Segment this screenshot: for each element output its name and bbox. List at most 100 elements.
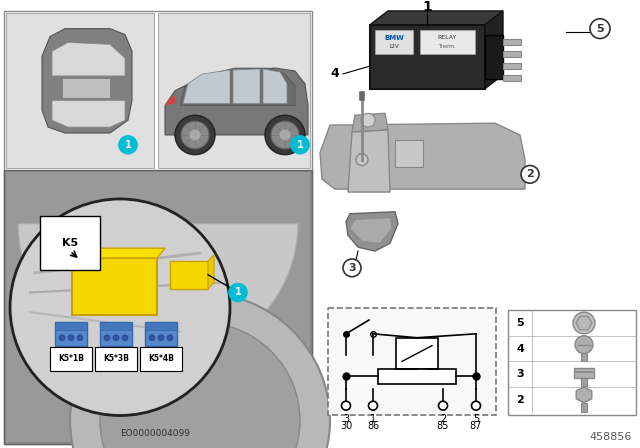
Circle shape	[158, 335, 164, 340]
Bar	[485, 34, 503, 79]
Bar	[396, 338, 438, 369]
Polygon shape	[72, 248, 165, 258]
Text: 3: 3	[343, 414, 349, 423]
Text: 3: 3	[516, 369, 524, 379]
Text: 85: 85	[437, 422, 449, 431]
Circle shape	[361, 113, 375, 127]
Bar	[100, 322, 132, 345]
Text: 3: 3	[348, 263, 356, 273]
Text: 1: 1	[125, 140, 131, 150]
Text: K5*1B: K5*1B	[58, 354, 84, 363]
Text: 30: 30	[340, 422, 352, 431]
Bar	[170, 261, 208, 289]
Circle shape	[68, 335, 74, 340]
Polygon shape	[208, 255, 214, 289]
Bar	[72, 258, 157, 315]
Circle shape	[175, 115, 215, 155]
Bar	[503, 52, 521, 57]
Bar	[370, 25, 485, 89]
Text: 458856: 458856	[589, 432, 632, 442]
Circle shape	[291, 136, 309, 154]
Bar	[6, 172, 310, 442]
Text: K5*4B: K5*4B	[148, 354, 174, 363]
Text: 5: 5	[516, 318, 524, 328]
Text: K5*3B: K5*3B	[103, 354, 129, 363]
Text: 12V: 12V	[388, 44, 399, 49]
Bar	[100, 322, 132, 330]
Text: EO0000004099: EO0000004099	[120, 429, 190, 438]
Circle shape	[265, 115, 305, 155]
Text: 4: 4	[516, 344, 524, 353]
Text: 1: 1	[422, 0, 432, 14]
Bar	[316, 7, 640, 448]
Polygon shape	[263, 69, 287, 103]
Polygon shape	[42, 29, 132, 133]
Circle shape	[181, 121, 209, 149]
Bar	[158, 13, 310, 168]
Circle shape	[271, 121, 299, 149]
Bar	[581, 403, 587, 412]
Circle shape	[590, 19, 610, 39]
Circle shape	[575, 336, 593, 353]
Bar	[4, 170, 312, 444]
Circle shape	[119, 136, 137, 154]
Text: 5: 5	[473, 414, 479, 423]
Polygon shape	[576, 387, 592, 403]
Bar	[328, 308, 496, 414]
Text: 4: 4	[331, 68, 339, 81]
Bar	[375, 30, 413, 54]
Bar	[581, 378, 587, 386]
Circle shape	[578, 317, 590, 329]
Text: 2: 2	[516, 395, 524, 405]
Circle shape	[100, 322, 300, 448]
Text: 1: 1	[235, 288, 241, 297]
Text: 1: 1	[370, 414, 376, 423]
Text: 2: 2	[440, 414, 446, 423]
Polygon shape	[348, 130, 390, 192]
Bar	[55, 322, 87, 345]
Circle shape	[149, 335, 155, 340]
Circle shape	[77, 335, 83, 340]
Polygon shape	[52, 100, 125, 127]
Bar	[6, 13, 154, 168]
Circle shape	[122, 335, 128, 340]
Circle shape	[104, 335, 110, 340]
Bar	[503, 63, 521, 69]
Polygon shape	[350, 218, 392, 243]
Bar	[395, 140, 423, 168]
Bar	[378, 369, 456, 384]
Bar	[508, 310, 636, 414]
Polygon shape	[485, 11, 503, 89]
Bar	[145, 322, 177, 330]
Bar	[574, 368, 594, 378]
Polygon shape	[320, 123, 525, 189]
Polygon shape	[352, 113, 388, 132]
Bar	[4, 11, 312, 444]
Polygon shape	[165, 68, 308, 135]
Polygon shape	[165, 95, 175, 105]
Bar	[420, 30, 475, 54]
Polygon shape	[183, 70, 230, 103]
Text: 2: 2	[526, 169, 534, 179]
Circle shape	[573, 312, 595, 334]
Circle shape	[342, 401, 351, 410]
Text: Therm.: Therm.	[438, 44, 456, 49]
Text: 86: 86	[367, 422, 379, 431]
Circle shape	[113, 335, 119, 340]
Circle shape	[356, 154, 368, 165]
Circle shape	[70, 293, 330, 448]
Circle shape	[343, 259, 361, 277]
Text: RELAY: RELAY	[437, 35, 457, 40]
Bar	[55, 322, 87, 330]
Bar	[581, 353, 587, 362]
Circle shape	[229, 284, 247, 302]
Polygon shape	[346, 212, 398, 251]
Circle shape	[369, 401, 378, 410]
Circle shape	[12, 201, 228, 414]
Circle shape	[521, 165, 539, 183]
Text: 5: 5	[596, 24, 604, 34]
Bar	[145, 322, 177, 345]
Text: K5: K5	[62, 238, 78, 248]
Bar	[503, 75, 521, 81]
Text: BMW: BMW	[384, 34, 404, 40]
